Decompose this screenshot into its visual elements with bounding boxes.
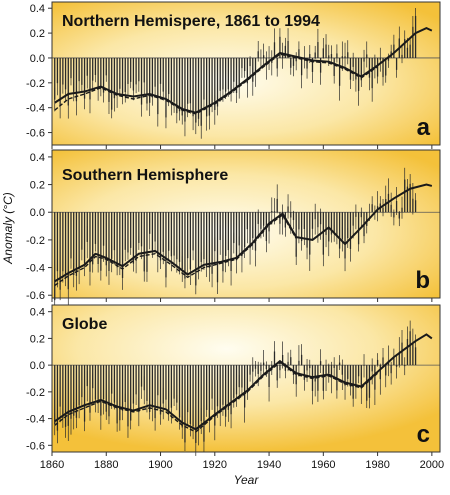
y-tick-label: 0.0 [30, 207, 45, 219]
y-tick-label: -0.2 [26, 78, 45, 90]
panel-frame [51, 304, 441, 453]
panel-a: 0.4 0.2 0.0 -0.2 -0.4 -0.6 Northern Hemispere,… [26, 1, 441, 149]
y-tick-label: 0.0 [30, 360, 45, 372]
y-tick-label: -0.4 [26, 263, 45, 275]
y-tick-label: -0.4 [26, 103, 45, 115]
smoothed-curve-dashed [54, 361, 379, 433]
panel-letter: a [417, 114, 431, 141]
y-tick-label: 0.4 [30, 307, 45, 319]
smoothed-curve-solid [54, 27, 433, 114]
x-tick-label: 2000 [420, 459, 444, 471]
panel-title: Southern Hemisphere [62, 167, 228, 184]
panel-background [52, 305, 440, 452]
y-tick-label: 0.4 [30, 152, 45, 164]
y-tick-label: 0.2 [30, 28, 45, 40]
panel-letter: b [415, 267, 430, 294]
x-tick-label: 1920 [203, 459, 227, 471]
y-tick-label: -0.6 [26, 440, 45, 452]
y-tick-label: 0.4 [30, 3, 45, 15]
y-tick-label: -0.4 [26, 414, 45, 426]
y-tick-label: -0.2 [26, 235, 45, 247]
x-axis-title: Year [234, 473, 260, 487]
y-tick-label: -0.6 [26, 290, 45, 302]
smoothed-curve-dashed [54, 53, 378, 115]
x-tick-label: 1880 [94, 459, 118, 471]
panel-title: Globe [62, 316, 107, 333]
x-tick-label: 1940 [257, 459, 281, 471]
panel-frame [51, 1, 441, 146]
panel-b: 0.4 0.2 0.0 -0.2 -0.4 -0.6 Southern Hemisphere… [26, 149, 441, 316]
x-tick-label: 1980 [365, 459, 389, 471]
smoothed-curve-solid [54, 333, 433, 431]
panel-title: Northern Hemispere, 1861 to 1994 [62, 13, 320, 30]
y-tick-label: 0.0 [30, 53, 45, 65]
smoothed-curve-solid [54, 183, 433, 283]
y-tick-label: 0.2 [30, 333, 45, 345]
x-tick-label: 1860 [40, 459, 64, 471]
panel-frame [51, 149, 441, 299]
y-tick-label: -0.2 [26, 387, 45, 399]
panel-letter: c [417, 421, 430, 448]
y-axis-title: Anomaly (°C) [1, 192, 15, 264]
x-tick-label: 1900 [148, 459, 172, 471]
y-tick-label: -0.6 [26, 128, 45, 140]
x-tick-label: 1960 [311, 459, 335, 471]
y-tick-label: 0.2 [30, 180, 45, 192]
panel-c: 0.4 0.2 0.0 -0.2 -0.4 -0.6 1860 1880 1900 1920 194… [26, 304, 444, 471]
